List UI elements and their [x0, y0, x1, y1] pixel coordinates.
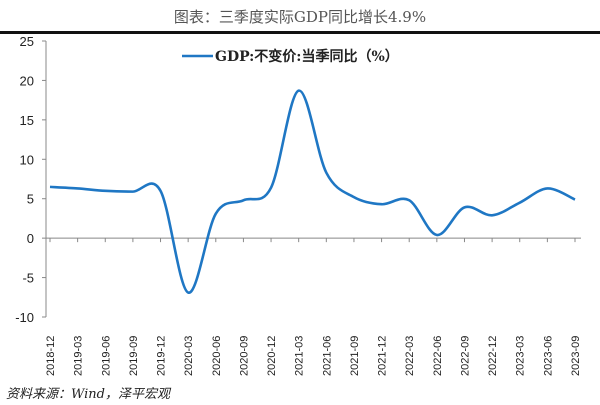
y-tick-label: 20	[20, 73, 34, 88]
x-tick-label: 2019-03	[73, 336, 85, 376]
y-tick-label: 0	[27, 231, 34, 246]
series-line-gdp	[49, 89, 576, 294]
source-note: 资料来源：Wind，泽平宏观	[6, 387, 170, 402]
x-tick-label: 2019-06	[100, 336, 112, 376]
y-tick-label: -5	[22, 271, 34, 286]
x-tick-label: 2019-09	[128, 336, 140, 376]
x-tick-label: 2023-06	[542, 336, 554, 376]
x-tick-label: 2021-06	[321, 336, 333, 376]
x-tick-label: 2022-09	[459, 336, 471, 376]
x-tick-label: 2023-09	[570, 336, 582, 376]
x-tick-label: 2020-09	[238, 336, 250, 376]
x-tick-label: 2018-12	[45, 336, 57, 376]
x-tick-label: 2023-03	[515, 336, 527, 376]
y-tick-label: 10	[20, 152, 34, 167]
y-tick-label: 25	[20, 34, 34, 49]
y-tick-label: 15	[20, 113, 34, 128]
x-tick-label: 2020-06	[211, 336, 223, 376]
x-tick-label: 2021-12	[377, 336, 389, 376]
legend-label: GDP:不变价:当季同比（%）	[215, 48, 399, 65]
x-tick-label: 2019-12	[156, 336, 168, 376]
x-tick-label: 2022-12	[487, 336, 499, 376]
figure-title: 图表：三季度实际GDP同比增长4.9%	[173, 8, 427, 26]
y-tick-label: 5	[27, 192, 34, 207]
y-tick-label: -10	[15, 310, 34, 325]
x-tick-label: 2020-12	[266, 336, 278, 376]
x-tick-label: 2021-09	[349, 336, 361, 376]
x-tick-label: 2020-03	[183, 336, 195, 376]
x-tick-label: 2022-03	[404, 336, 416, 376]
title-divider	[0, 31, 600, 34]
x-tick-label: 2022-06	[432, 336, 444, 376]
x-tick-label: 2021-03	[294, 336, 306, 376]
